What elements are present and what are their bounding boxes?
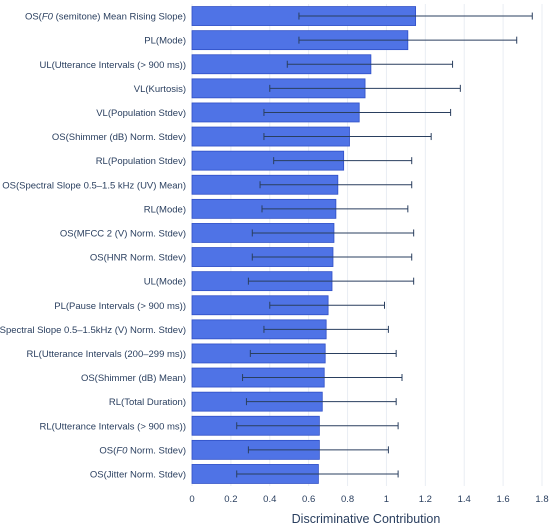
category-label: OS(F0 (semitone) Mean Rising Slope) xyxy=(25,12,186,23)
error-bar xyxy=(263,108,452,116)
error-bar xyxy=(251,253,413,261)
category-label: RL(Total Duration) xyxy=(109,397,186,408)
error-bar xyxy=(298,36,518,44)
error-bar xyxy=(259,181,413,189)
error-bar xyxy=(298,12,533,20)
x-tick-label: 0.2 xyxy=(224,494,237,505)
category-label: PL(Pause Intervals (> 900 ms)) xyxy=(54,301,186,312)
x-tick-label: 0 xyxy=(189,494,194,505)
category-label: OS(Shimmer (dB) Norm. Stdev) xyxy=(52,132,186,143)
category-label: RL(Mode) xyxy=(144,204,186,215)
x-tick-label: 0.4 xyxy=(263,494,276,505)
category-label: RL(Utterance Intervals (> 900 ms)) xyxy=(39,421,186,432)
error-bar xyxy=(236,422,399,430)
category-label: OS(F0 Norm. Stdev) xyxy=(99,445,186,456)
error-bar xyxy=(269,301,385,309)
error-bar xyxy=(236,470,399,478)
category-label-layer: OS(F0 (semitone) Mean Rising Slope) PL(Mo… xyxy=(0,12,186,481)
category-label: UL(Utterance Intervals (> 900 ms)) xyxy=(39,60,186,71)
error-bar xyxy=(261,205,409,213)
x-tick-label: 0.8 xyxy=(341,494,354,505)
error-bar xyxy=(242,374,403,382)
error-bar xyxy=(247,277,415,285)
error-bar xyxy=(263,133,432,141)
error-bar xyxy=(249,349,397,357)
x-tick-label: 0.6 xyxy=(302,494,315,505)
category-label: PL(Mode) xyxy=(144,36,186,47)
error-bar xyxy=(263,325,389,333)
x-tick-label: 1.4 xyxy=(458,494,471,505)
category-label: OS(Spectral Slope 0.5–1.5 kHz (UV) Mean) xyxy=(2,180,186,191)
error-bar xyxy=(247,446,389,454)
grid-layer xyxy=(191,4,543,486)
category-label: RL(Utterance Intervals (200–299 ms)) xyxy=(27,349,186,360)
category-label: VL(Kurtosis) xyxy=(134,84,186,95)
x-tick-label: 1.2 xyxy=(419,494,432,505)
error-bar xyxy=(286,60,454,68)
x-tick-label-layer: 0 0.2 0.4 0.6 0.8 1 1.2 1.4 1.6 1.8 xyxy=(189,494,548,505)
category-label: UL(Mode) xyxy=(144,277,186,288)
category-label: OS(Shimmer (dB) Mean) xyxy=(81,373,186,384)
x-tick-label: 1.8 xyxy=(535,494,548,505)
error-bar-layer xyxy=(236,12,533,478)
category-label: OS(HNR Norm. Stdev) xyxy=(90,253,186,264)
bar-layer xyxy=(191,6,417,484)
category-label: OS(Jitter Norm. Stdev) xyxy=(90,469,186,480)
x-tick-label: 1.6 xyxy=(497,494,510,505)
category-label: VL(Population Stdev) xyxy=(96,108,186,119)
error-bar xyxy=(269,84,461,92)
error-bar xyxy=(245,398,397,406)
x-axis-title: Discriminative Contribution xyxy=(292,512,441,526)
error-bar xyxy=(251,229,415,237)
category-label: OS(Spectral Slope 0.5–1.5kHz (V) Norm. S… xyxy=(0,325,186,336)
category-label: OS(MFCC 2 (V) Norm. Stdev) xyxy=(60,228,186,239)
category-label: RL(Population Stdev) xyxy=(96,156,186,167)
x-tick-label: 1 xyxy=(384,494,389,505)
error-bar xyxy=(273,157,413,165)
